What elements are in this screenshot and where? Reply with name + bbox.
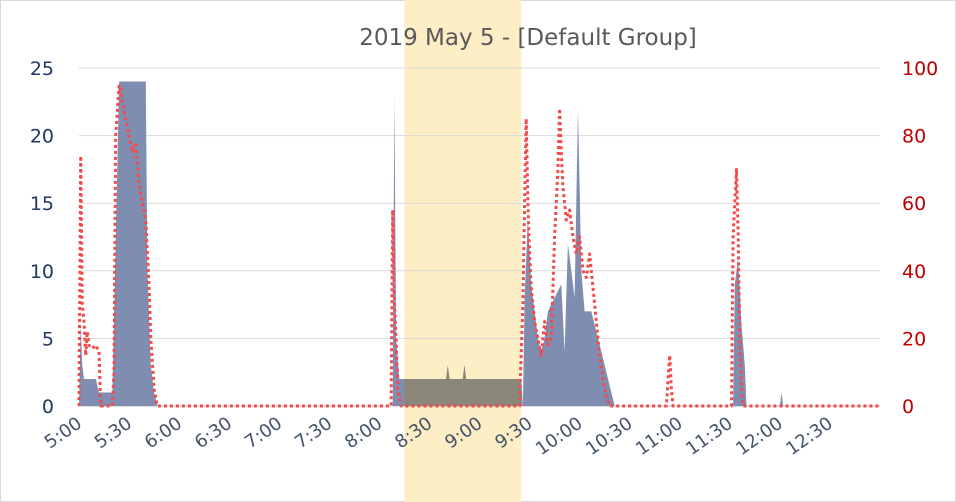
y-right-tick-label: 0 (902, 396, 914, 418)
y-right-tick-label: 60 (902, 193, 926, 215)
y-left-tick-label: 10 (30, 261, 54, 283)
y-right-tick-label: 20 (902, 328, 926, 350)
chart-title: 2019 May 5 - [Default Group] (359, 25, 697, 51)
y-left-tick-label: 25 (30, 58, 54, 80)
line-path (77, 83, 880, 408)
line-series (77, 83, 880, 408)
y-right-tick-label: 40 (902, 261, 926, 283)
right-axis: 0 20 40 60 80 100 (902, 58, 938, 418)
highlight-overlap (404, 365, 522, 406)
y-left-tick-label: 0 (42, 396, 54, 418)
y-left-tick-label: 15 (30, 193, 54, 215)
y-left-tick-label: 20 (30, 126, 54, 148)
y-right-tick-label: 100 (902, 58, 938, 80)
y-right-tick-label: 80 (902, 126, 926, 148)
highlight-band (404, 0, 522, 502)
area-overlap-path (404, 365, 522, 406)
left-axis: 0 5 10 15 20 25 (30, 58, 54, 418)
y-left-tick-label: 5 (42, 328, 54, 350)
